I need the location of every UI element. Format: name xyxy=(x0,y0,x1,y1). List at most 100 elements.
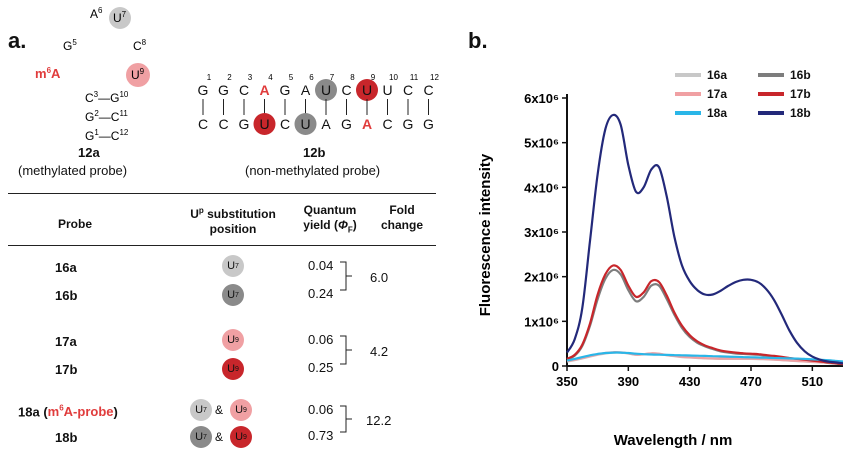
probe-18b: 18b xyxy=(55,430,78,445)
stem-g1-c12: G1—C12 xyxy=(85,128,129,140)
y-axis-label: Fluorescence intensity xyxy=(477,153,494,316)
series-line-16b xyxy=(566,268,843,366)
y-tick-label-6: 6x10⁶ xyxy=(524,91,559,106)
duplex-number-11: 11 xyxy=(410,73,419,82)
x-tick-label-2: 430 xyxy=(679,374,701,389)
y-tick-label-4: 4x10⁶ xyxy=(524,180,559,195)
duplex-top-base-2: G xyxy=(218,82,229,98)
duplex-name: 12b xyxy=(303,145,326,160)
duplex-number-9: 9 xyxy=(371,73,376,82)
fold-change-18: 12.2 xyxy=(366,413,392,428)
hairpin-structure: A6 U7 G5 C8 U9 m6A C3—G10 G2—C11 G1—C12 xyxy=(35,6,150,140)
duplex-number-2: 2 xyxy=(227,73,232,82)
probe-16a: 16a xyxy=(55,260,77,275)
duplex-bottom-base-11: G xyxy=(403,116,414,132)
y-tick-label-2: 2x10⁶ xyxy=(524,270,559,285)
fluorescence-chart: 0 1x10⁶ 2x10⁶ 3x10⁶ 4x10⁶ 5x10⁶ 6x10⁶ 350 390 430… xyxy=(477,91,843,449)
legend-18a: 18a xyxy=(675,106,727,120)
loop-a6: A6 xyxy=(90,6,103,21)
duplex-top-highlight-9 xyxy=(356,79,378,101)
duplex-bottom-base-3: G xyxy=(239,116,250,132)
fold-change-17: 4.2 xyxy=(370,344,389,359)
loop-u7-circle xyxy=(109,7,131,29)
loop-u9-circle xyxy=(126,63,150,87)
duplex-bottom-base-10: C xyxy=(382,116,392,132)
hairpin-name: 12a xyxy=(78,145,100,160)
x-tick-label-0: 350 xyxy=(556,374,578,389)
legend-17b: 17b xyxy=(758,87,811,101)
ampersand-18b: & xyxy=(215,430,224,444)
x-tick-label-1: 390 xyxy=(617,374,639,389)
duplex-number-10: 10 xyxy=(389,73,398,82)
loop-c8: C8 xyxy=(133,38,147,53)
legend-18b: 18b xyxy=(758,106,811,120)
qy-18b: 0.73 xyxy=(308,428,334,443)
qy-16a: 0.04 xyxy=(308,258,334,273)
duplex-number-4: 4 xyxy=(268,73,273,82)
duplex-top-base-7: U xyxy=(321,82,331,98)
duplex-top-base-11: C xyxy=(403,82,413,98)
duplex-top-base-12: C xyxy=(423,82,433,98)
duplex-top-base-6: A xyxy=(301,82,311,98)
stem-c3-g10: C3—G10 xyxy=(85,90,129,105)
header-quantum-yield: Quantum yield (ΦF) xyxy=(303,203,357,235)
duplex-bottom-highlight-4 xyxy=(253,113,276,135)
duplex-number-5: 5 xyxy=(289,73,294,82)
duplex-bottom-base-6: U xyxy=(300,116,310,132)
duplex-top-base-1: G xyxy=(198,82,209,98)
duplex-bottom-highlight-6 xyxy=(294,113,317,135)
legend-17a: 17a xyxy=(675,87,727,101)
hairpin-caption: (methylated probe) xyxy=(18,163,128,178)
header-position: Up substitution position xyxy=(190,206,276,236)
duplex-caption: (non-methylated probe) xyxy=(245,163,381,178)
qy-17b: 0.25 xyxy=(308,360,334,375)
duplex-top-base-5: G xyxy=(280,82,291,98)
duplex-bottom-base-2: C xyxy=(218,116,228,132)
header-fold-change: Fold change xyxy=(380,203,423,232)
duplex-top-base-3: C xyxy=(239,82,249,98)
duplex-bottom-base-12: G xyxy=(423,116,434,132)
panel-a-label: a. xyxy=(8,28,27,53)
qy-18a: 0.06 xyxy=(308,402,334,417)
probe-17b: 17b xyxy=(55,362,78,377)
fold-change-16: 6.0 xyxy=(370,270,389,285)
m6a-label: m6A xyxy=(35,66,61,81)
duplex-number-12: 12 xyxy=(430,73,439,82)
legend-16b: 16b xyxy=(758,68,811,82)
duplex-number-3: 3 xyxy=(248,73,253,82)
qy-16b: 0.24 xyxy=(308,286,334,301)
loop-g5: G5 xyxy=(63,38,77,53)
qy-17a: 0.06 xyxy=(308,332,334,347)
x-axis-label: Wavelength / nm xyxy=(614,432,733,449)
duplex-bottom-base-7: A xyxy=(321,116,331,132)
y-tick-label-5: 5x10⁶ xyxy=(524,136,559,151)
probe-17a: 17a xyxy=(55,334,77,349)
table-header-rule xyxy=(8,245,436,246)
duplex-top-highlight-7 xyxy=(315,79,337,101)
probe-18a: 18a (m6A-probe) xyxy=(18,404,118,420)
duplex-number-6: 6 xyxy=(309,73,314,82)
y-tick-label-0: 0 xyxy=(552,359,559,374)
ampersand-18a: & xyxy=(215,403,224,417)
duplex-number-1: 1 xyxy=(207,73,212,82)
duplex-number-8: 8 xyxy=(350,73,355,82)
probe-16b: 16b xyxy=(55,288,78,303)
duplex-bottom-base-9: A xyxy=(362,116,372,132)
duplex-top-base-4: A xyxy=(259,82,269,98)
duplex-bottom-base-4: U xyxy=(259,116,269,132)
duplex-bottom-base-1: C xyxy=(198,116,208,132)
duplex-top-base-8: C xyxy=(341,82,351,98)
stem-g2-c11: G2—C11 xyxy=(85,109,128,124)
header-probe: Probe xyxy=(57,217,92,231)
duplex-number-7: 7 xyxy=(330,73,335,82)
panel-b-label: b. xyxy=(468,28,488,53)
duplex-bottom-base-8: G xyxy=(341,116,352,132)
